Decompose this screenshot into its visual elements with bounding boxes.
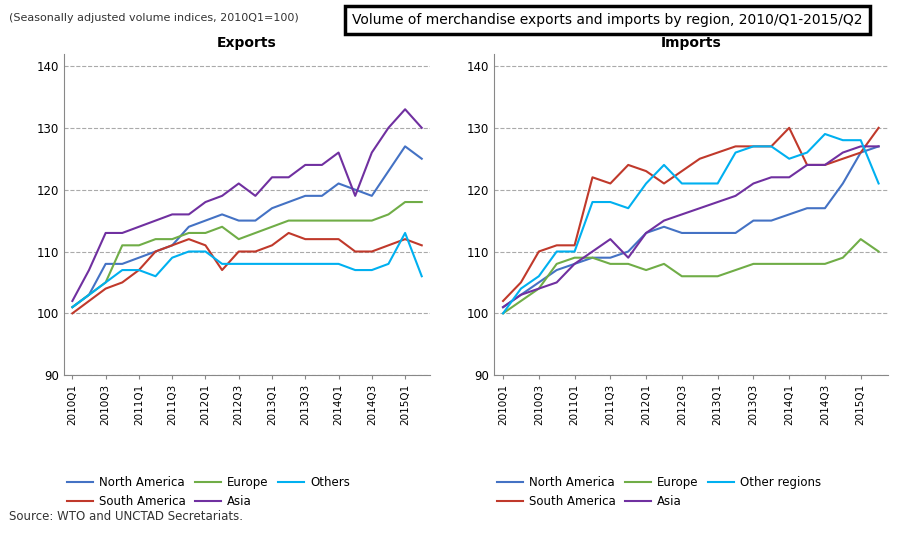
Title: Imports: Imports [661,36,721,50]
Legend: North America, South America, Europe, Asia, Other regions: North America, South America, Europe, As… [492,471,825,512]
Text: (Seasonally adjusted volume indices, 2010Q1=100): (Seasonally adjusted volume indices, 201… [9,13,299,24]
Title: Exports: Exports [217,36,277,50]
Legend: North America, South America, Europe, Asia, Others: North America, South America, Europe, As… [62,471,355,512]
Text: Source: WTO and UNCTAD Secretariats.: Source: WTO and UNCTAD Secretariats. [9,510,243,523]
Text: Volume of merchandise exports and imports by region, 2010/Q1-2015/Q2: Volume of merchandise exports and import… [352,13,863,27]
